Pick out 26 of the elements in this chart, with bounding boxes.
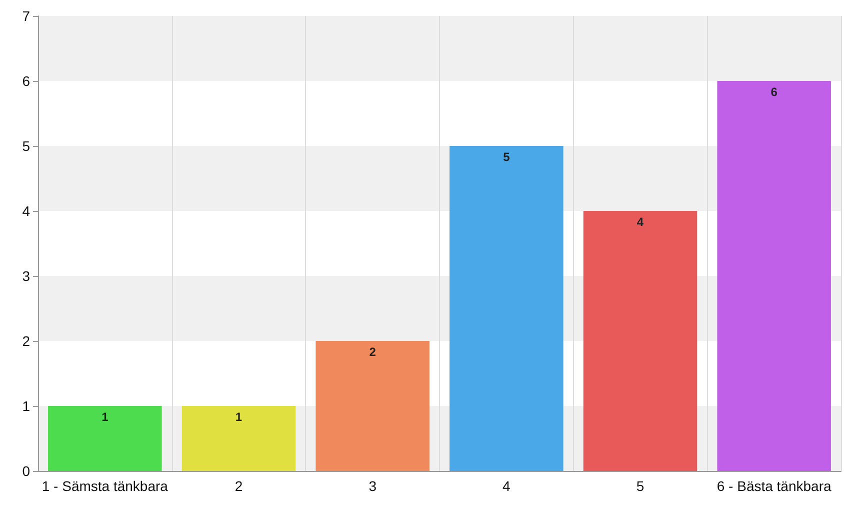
data-label: 1	[235, 410, 242, 424]
data-label: 5	[503, 150, 510, 164]
y-tick-label: 6	[22, 73, 30, 89]
y-tick-label: 1	[22, 398, 30, 414]
data-label: 1	[102, 410, 109, 424]
data-label: 2	[369, 345, 376, 359]
x-tick-label: 4	[502, 478, 511, 494]
x-tick-label: 1 - Sämsta tänkbara	[42, 478, 168, 494]
y-tick-label: 3	[22, 268, 30, 284]
bar	[182, 406, 296, 471]
y-tick-label: 4	[22, 203, 30, 219]
bar	[316, 341, 430, 471]
bar	[450, 146, 564, 471]
y-tick-label: 0	[22, 463, 30, 479]
x-tick-label: 5	[636, 478, 644, 494]
x-tick-label: 6 - Bästa tänkbara	[716, 478, 832, 494]
data-label: 4	[636, 215, 644, 229]
bar	[583, 211, 698, 471]
x-tick-label: 2	[234, 478, 243, 494]
x-tick-label: 3	[368, 478, 377, 494]
y-tick-label: 2	[22, 333, 30, 349]
y-tick-label: 7	[22, 8, 30, 24]
bar	[48, 406, 162, 471]
y-tick-label: 5	[22, 138, 30, 154]
data-label: 6	[770, 85, 778, 99]
bar	[717, 81, 831, 471]
